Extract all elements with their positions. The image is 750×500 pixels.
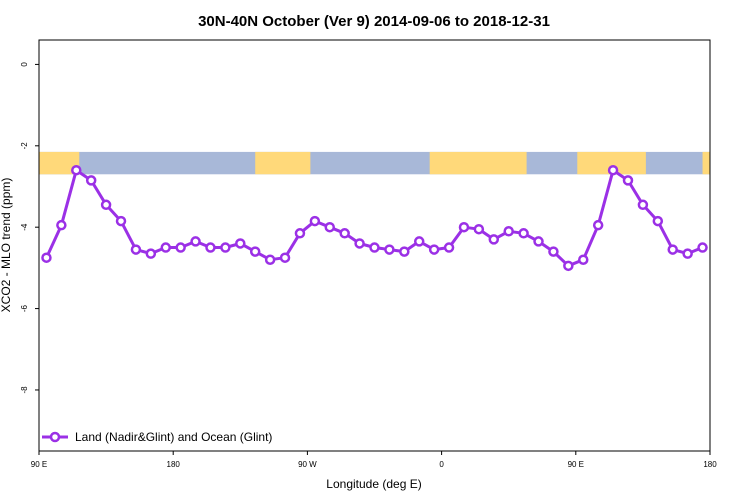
- x-tick-label: 180: [167, 460, 181, 469]
- data-point: [563, 260, 574, 272]
- data-point: [145, 248, 157, 259]
- x-tick-label: 90 W: [298, 460, 317, 469]
- data-point: [682, 248, 693, 259]
- data-point: [488, 234, 500, 245]
- data-point: [85, 175, 97, 186]
- data-point: [592, 219, 604, 231]
- data-point: [578, 254, 589, 265]
- data-point: [399, 246, 410, 257]
- data-point: [220, 242, 231, 253]
- data-point: [667, 244, 678, 255]
- plot-frame: [38, 39, 711, 452]
- data-point: [637, 199, 649, 211]
- land-mask-band: [39, 151, 710, 175]
- land-segment: [577, 151, 646, 175]
- data-point: [607, 164, 619, 176]
- data-point: [160, 242, 171, 253]
- data-point: [175, 242, 186, 253]
- x-tick-label: 0: [439, 460, 444, 469]
- data-point: [41, 252, 52, 263]
- data-point: [413, 236, 425, 247]
- ocean-strip: [39, 151, 710, 175]
- y-tick-label: 0: [20, 62, 29, 67]
- data-point: [249, 246, 261, 257]
- data-point: [428, 244, 440, 255]
- data-point: [533, 236, 544, 247]
- data-point: [56, 219, 67, 231]
- data-point: [443, 242, 455, 253]
- data-point: [622, 175, 634, 186]
- data-point: [115, 215, 127, 227]
- y-axis-label: XCO2 - MLO trend (ppm): [0, 178, 13, 313]
- data-point: [697, 242, 708, 253]
- y-tick-label: -4: [20, 223, 29, 231]
- x-tick-label: 90 E: [568, 460, 584, 469]
- data-point: [190, 236, 201, 247]
- land-segment: [255, 151, 311, 175]
- y-tick-label: -6: [20, 304, 29, 312]
- data-point: [369, 242, 380, 253]
- data-point: [100, 199, 112, 211]
- data-point: [652, 215, 664, 227]
- y-tick-label: -2: [20, 142, 29, 150]
- x-tick-label: 180: [703, 460, 717, 469]
- data-point: [279, 252, 291, 263]
- data-point: [339, 228, 350, 239]
- y-tick-label: -8: [20, 386, 29, 394]
- x-axis: 90 E 180 90 W 0 90 E 180: [31, 451, 717, 469]
- x-tick-label: 90 E: [31, 460, 47, 469]
- data-point: [205, 242, 216, 253]
- data-point: [71, 164, 82, 176]
- series-layer: [41, 164, 708, 272]
- data-point: [458, 221, 470, 233]
- data-point: [309, 215, 321, 227]
- land-segment: [39, 151, 80, 175]
- data-point: [294, 228, 306, 239]
- x-axis-label: Longitude (deg E): [326, 477, 421, 491]
- legend-label: Land (Nadir&Glint) and Ocean (Glint): [75, 430, 272, 444]
- data-point: [264, 254, 276, 265]
- data-point: [324, 221, 336, 233]
- y-axis: 0 -2 -4 -6 -8: [20, 62, 39, 394]
- data-point: [473, 223, 485, 235]
- land-segment: [702, 151, 710, 175]
- data-point: [518, 228, 529, 239]
- legend-marker-swatch: [49, 431, 61, 443]
- data-point: [548, 246, 559, 257]
- data-point: [235, 238, 246, 249]
- legend: Land (Nadir&Glint) and Ocean (Glint): [42, 430, 272, 444]
- land-segment: [429, 151, 527, 175]
- data-point: [354, 238, 365, 249]
- data-point: [503, 226, 514, 237]
- data-point: [384, 244, 395, 255]
- chart-title: 30N-40N October (Ver 9) 2014-09-06 to 20…: [198, 13, 550, 30]
- data-point: [130, 244, 142, 255]
